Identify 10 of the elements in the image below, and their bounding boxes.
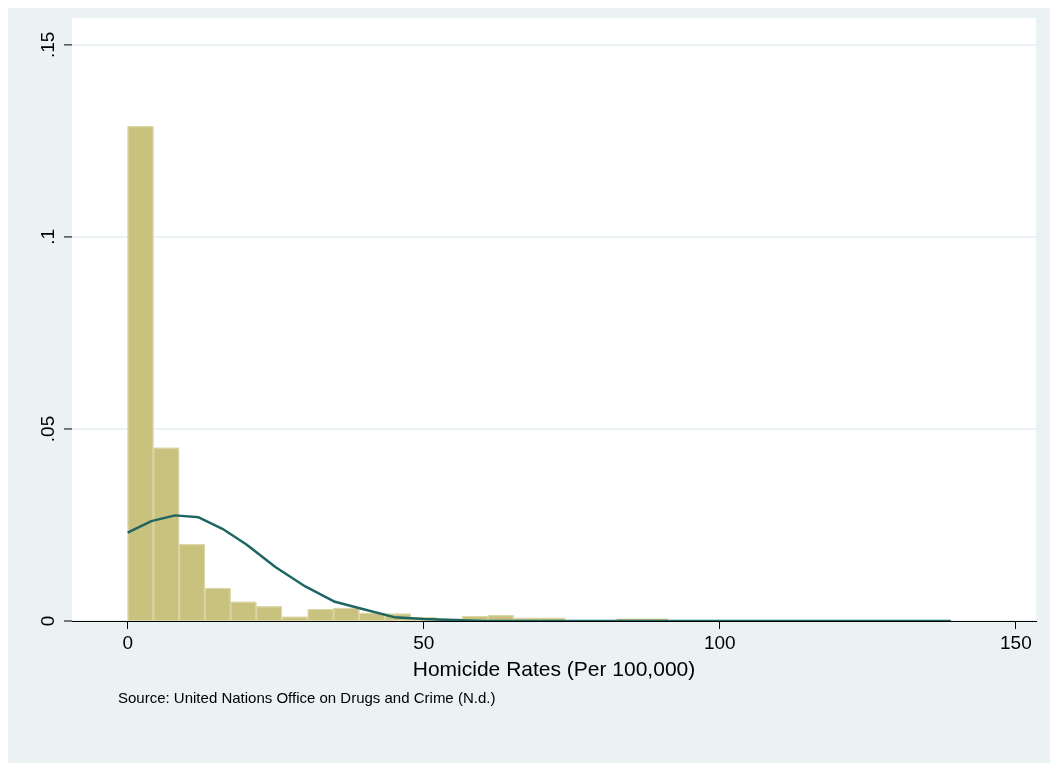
x-axis-title: Homicide Rates (Per 100,000) [412, 657, 696, 681]
y-tick-label: .15 [36, 31, 58, 59]
x-tick-label: 150 [1000, 631, 1032, 653]
y-tick-label: .05 [36, 415, 58, 443]
y-tick-label: 0 [36, 615, 58, 627]
y-tick-label: .1 [36, 228, 58, 245]
source-note: Source: United Nations Office on Drugs and Crime (N.d.) [118, 689, 496, 706]
x-tick-label: 50 [413, 631, 435, 653]
x-tick-label: 100 [703, 631, 736, 653]
x-tick-label: 0 [122, 631, 133, 653]
